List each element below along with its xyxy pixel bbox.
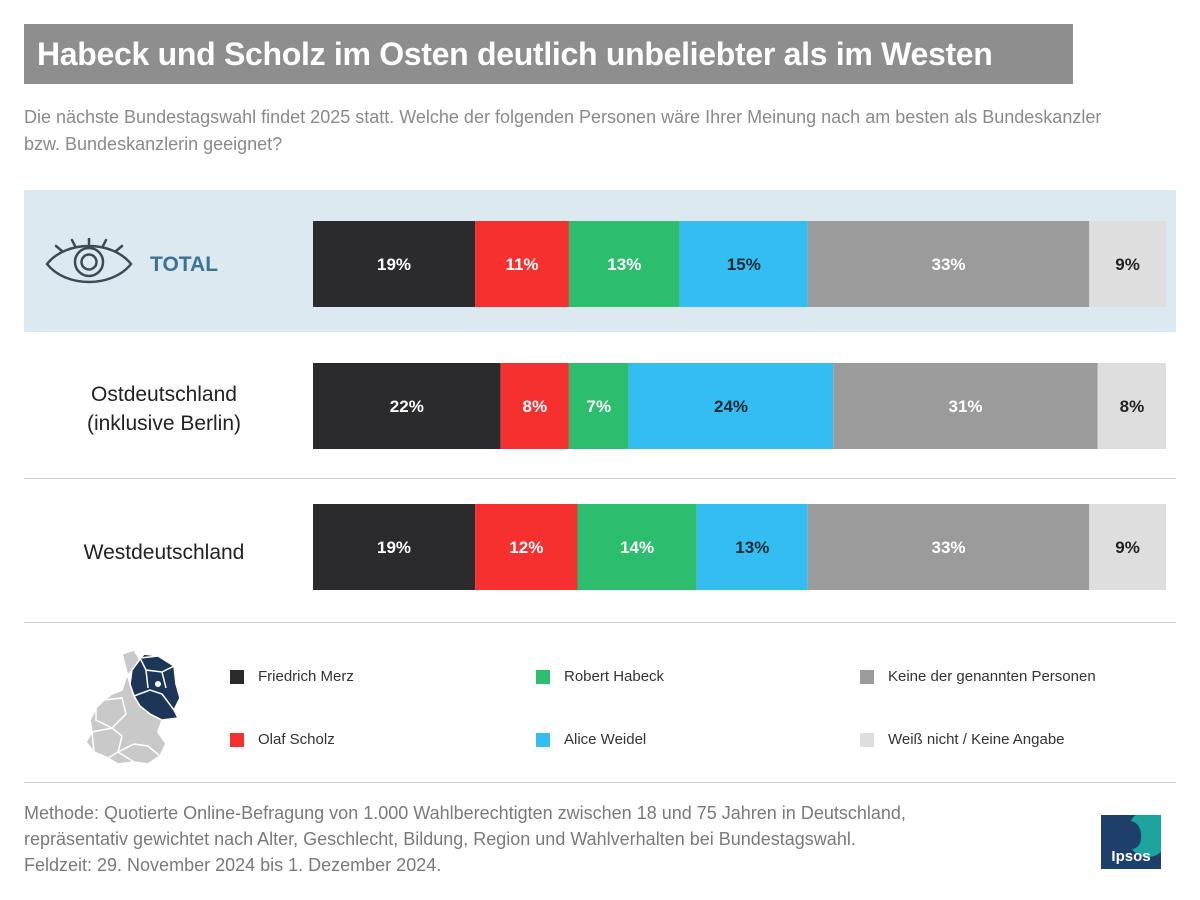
legend-item-weidel: Alice Weidel xyxy=(536,731,646,748)
data-label: 22% xyxy=(390,397,424,416)
bar-segment-friedrich-merz xyxy=(313,504,476,590)
data-label: 9% xyxy=(1115,538,1140,557)
germany-map-icon xyxy=(85,649,181,765)
methodology-note: Methode: Quotierte Online-Befragung von … xyxy=(24,800,1084,878)
row-label-total: TOTAL xyxy=(150,253,219,276)
legend-swatch xyxy=(860,732,874,747)
bar-segment-keine-der-genannten-personen xyxy=(807,221,1090,307)
legend-label: Robert Habeck xyxy=(564,668,665,685)
bar-segment-alice-weidel xyxy=(628,363,834,449)
legend-swatch xyxy=(536,732,550,747)
data-label: 8% xyxy=(523,397,548,416)
chart-title: Habeck und Scholz im Osten deutlich unbe… xyxy=(37,35,993,72)
data-label: 24% xyxy=(714,397,748,416)
method-line: Methode: Quotierte Online-Befragung von … xyxy=(24,803,906,823)
legend-divider xyxy=(24,782,1176,783)
data-label: 15% xyxy=(727,255,761,274)
bar-segment-wei-nicht-keine-angabe xyxy=(1089,221,1166,307)
bar-segment-olaf-scholz xyxy=(475,221,569,307)
bar-segment-alice-weidel xyxy=(696,504,808,590)
row-label-ost: Ostdeutschland (inklusive Berlin) xyxy=(24,380,304,438)
legend-label: Weiß nicht / Keine Angabe xyxy=(888,731,1065,748)
legend-item-habeck: Robert Habeck xyxy=(536,668,664,685)
row-label-ost-line1: Ostdeutschland xyxy=(91,383,237,406)
bar-segment-robert-habeck xyxy=(568,221,680,307)
data-label: 12% xyxy=(509,538,543,557)
data-label: 33% xyxy=(931,255,965,274)
method-line: repräsentativ gewichtet nach Alter, Gesc… xyxy=(24,829,856,849)
bar-segment-friedrich-merz xyxy=(313,221,476,307)
logo-text: Ipsos xyxy=(1111,848,1151,865)
bar-segment-alice-weidel xyxy=(679,221,808,307)
bar-segment-friedrich-merz xyxy=(313,363,501,449)
bar-segment-olaf-scholz xyxy=(500,363,569,449)
data-label: 33% xyxy=(931,538,965,557)
bar-segment-wei-nicht-keine-angabe xyxy=(1089,504,1166,590)
data-label: 11% xyxy=(505,255,538,274)
data-label: 13% xyxy=(735,538,769,557)
bar-segment-wei-nicht-keine-angabe xyxy=(1097,363,1166,449)
legend-label: Friedrich Merz xyxy=(258,668,354,685)
row-divider xyxy=(24,622,1176,623)
legend-item-merz: Friedrich Merz xyxy=(230,668,354,685)
chart-subtitle: Die nächste Bundestagswahl findet 2025 s… xyxy=(24,107,1102,154)
bar-segment-keine-der-genannten-personen xyxy=(807,504,1090,590)
data-label: 7% xyxy=(587,397,612,416)
row-label-west: Westdeutschland xyxy=(83,541,245,564)
legend-label: Keine der genannten Personen xyxy=(888,668,1096,685)
legend-swatch xyxy=(536,669,550,684)
bar-segment-keine-der-genannten-personen xyxy=(833,363,1098,449)
bar-segment-olaf-scholz xyxy=(475,504,578,590)
bar-segment-robert-habeck xyxy=(577,504,697,590)
data-label: 13% xyxy=(607,255,641,274)
bar-segment-robert-habeck xyxy=(568,363,629,449)
data-label: 19% xyxy=(377,255,411,274)
data-label: 19% xyxy=(377,538,411,557)
data-label: 9% xyxy=(1115,255,1140,274)
row-label-ost-line2: (inklusive Berlin) xyxy=(86,412,242,435)
legend-item-scholz: Olaf Scholz xyxy=(230,731,335,748)
ipsos-logo: Ipsos xyxy=(1101,815,1161,869)
title-banner: Habeck und Scholz im Osten deutlich unbe… xyxy=(24,24,1073,84)
method-line: Feldzeit: 29. November 2024 bis 1. Dezem… xyxy=(24,855,442,875)
legend-item-weiss-nicht: Weiß nicht / Keine Angabe xyxy=(860,731,1065,748)
legend-swatch xyxy=(860,669,874,684)
data-label: 8% xyxy=(1120,397,1145,416)
data-label: 31% xyxy=(948,397,982,416)
eye-icon xyxy=(45,238,133,284)
stacked-bar-chart: 19% 11% 13% 15% 33% 9% 22% 8% 7% 24% 31% 8% 19% 12% 14… xyxy=(313,221,1166,590)
legend-label: Alice Weidel xyxy=(564,731,647,748)
row-divider xyxy=(24,478,1176,479)
legend-item-keine: Keine der genannten Personen xyxy=(860,668,1096,685)
legend-swatch xyxy=(230,669,244,684)
data-label: 14% xyxy=(620,538,654,557)
legend-swatch xyxy=(230,732,244,747)
legend-label: Olaf Scholz xyxy=(258,731,335,748)
